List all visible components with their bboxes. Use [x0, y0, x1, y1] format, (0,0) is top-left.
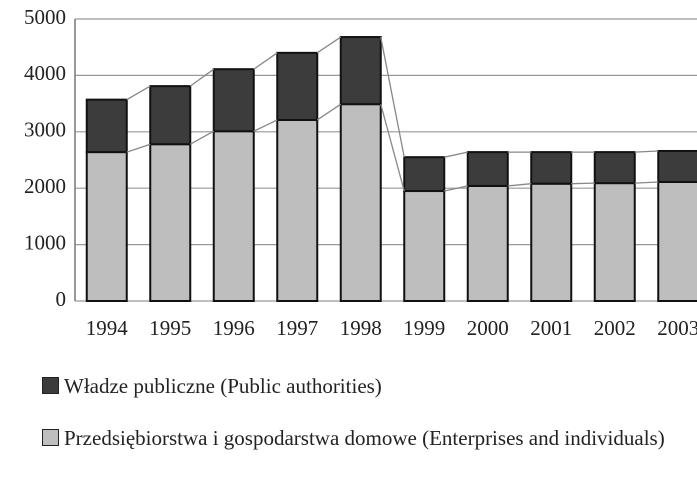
bar-segment: [593, 151, 636, 185]
y-tick-label: 3000: [24, 118, 66, 142]
bar-segment: [149, 85, 192, 146]
bar-segment: [657, 149, 697, 183]
bar-segment: [276, 51, 319, 121]
bar-segment: [276, 118, 319, 303]
x-tick-label: 2003: [657, 316, 697, 340]
x-tick-label: 1995: [149, 316, 191, 340]
bar-segment: [466, 184, 509, 302]
series-line: [189, 68, 215, 87]
bar-segment: [85, 98, 128, 154]
series-line: [316, 36, 342, 54]
series-line: [380, 36, 405, 158]
y-tick-label: 2000: [24, 174, 66, 198]
series-line: [126, 85, 151, 101]
bar-segment: [212, 130, 255, 302]
x-tick-label: 1996: [213, 316, 255, 340]
bar-segment: [149, 143, 192, 302]
bar-segment: [339, 36, 382, 106]
chart: 0 1000 2000 3000 4000 5000 1994 1995 1996 1997 199…: [24, 5, 697, 340]
bar-segment: [403, 156, 446, 193]
series-line: [444, 185, 468, 192]
series-line: [253, 119, 278, 132]
x-tick-label: 2002: [594, 316, 636, 340]
y-tick-label: 0: [56, 287, 67, 311]
x-tick-label: 1999: [403, 316, 445, 340]
legend-swatch: [42, 429, 59, 446]
series-line: [571, 182, 595, 185]
bar-segment: [339, 103, 382, 302]
series-line: [634, 181, 659, 184]
x-tick-label: 2001: [530, 316, 572, 340]
legend-entry: Przedsiębiorstwa i gospodarstwa domowe (…: [42, 426, 687, 450]
y-tick-label: 1000: [24, 230, 66, 254]
series-line: [316, 103, 342, 121]
bar-segment: [466, 151, 509, 187]
legend-swatch: [42, 377, 59, 394]
legend-label: Przedsiębiorstwa i gospodarstwa domowe (…: [64, 426, 665, 450]
legend-label: Władze publiczne (Public authorities): [64, 374, 382, 398]
y-tick-label: 5000: [24, 5, 66, 29]
bar-segment: [530, 151, 573, 185]
series-line: [126, 143, 151, 153]
x-tick-label: 1994: [86, 316, 129, 340]
bar-segment: [403, 190, 446, 303]
bar-segment: [212, 68, 255, 133]
legend-entry: Władze publiczne (Public authorities): [42, 374, 687, 398]
bar-segment: [85, 151, 128, 302]
series-line: [253, 52, 278, 70]
series-line: [634, 150, 659, 153]
y-tick-label: 4000: [24, 61, 66, 85]
x-tick-label: 2000: [467, 316, 509, 340]
series-line: [189, 130, 215, 145]
series-line: [444, 151, 468, 158]
x-tick-label: 1997: [276, 316, 318, 340]
series-line: [380, 103, 405, 192]
bar-segment: [657, 180, 697, 302]
bar-segment: [530, 182, 573, 302]
series-line: [507, 183, 532, 187]
x-tick-label: 1998: [340, 316, 382, 340]
bar-segment: [593, 182, 636, 302]
